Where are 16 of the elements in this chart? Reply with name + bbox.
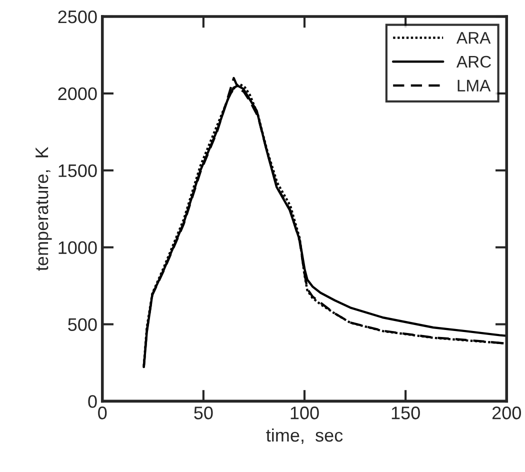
- x-tick-label: 50: [194, 406, 213, 420]
- y-tick-label: 2000: [58, 87, 97, 100]
- y-tick-label: 500: [68, 318, 97, 331]
- y-tick-label: 1000: [58, 241, 97, 254]
- y-axis-title: temperature, K: [36, 146, 52, 271]
- x-axis-title: time, sec: [266, 428, 343, 444]
- legend-label: LMA: [458, 80, 491, 92]
- x-tick-label: 100: [290, 406, 319, 420]
- legend-label: ARC: [456, 56, 491, 68]
- y-tick-label: 0: [88, 395, 97, 408]
- x-tick-label: 0: [98, 406, 107, 420]
- y-tick-label: 1500: [58, 164, 97, 178]
- y-tick-label: 2500: [58, 10, 97, 24]
- legend-label: ARA: [456, 32, 491, 44]
- x-tick-label: 150: [392, 406, 420, 420]
- x-tick-label: 200: [492, 406, 521, 420]
